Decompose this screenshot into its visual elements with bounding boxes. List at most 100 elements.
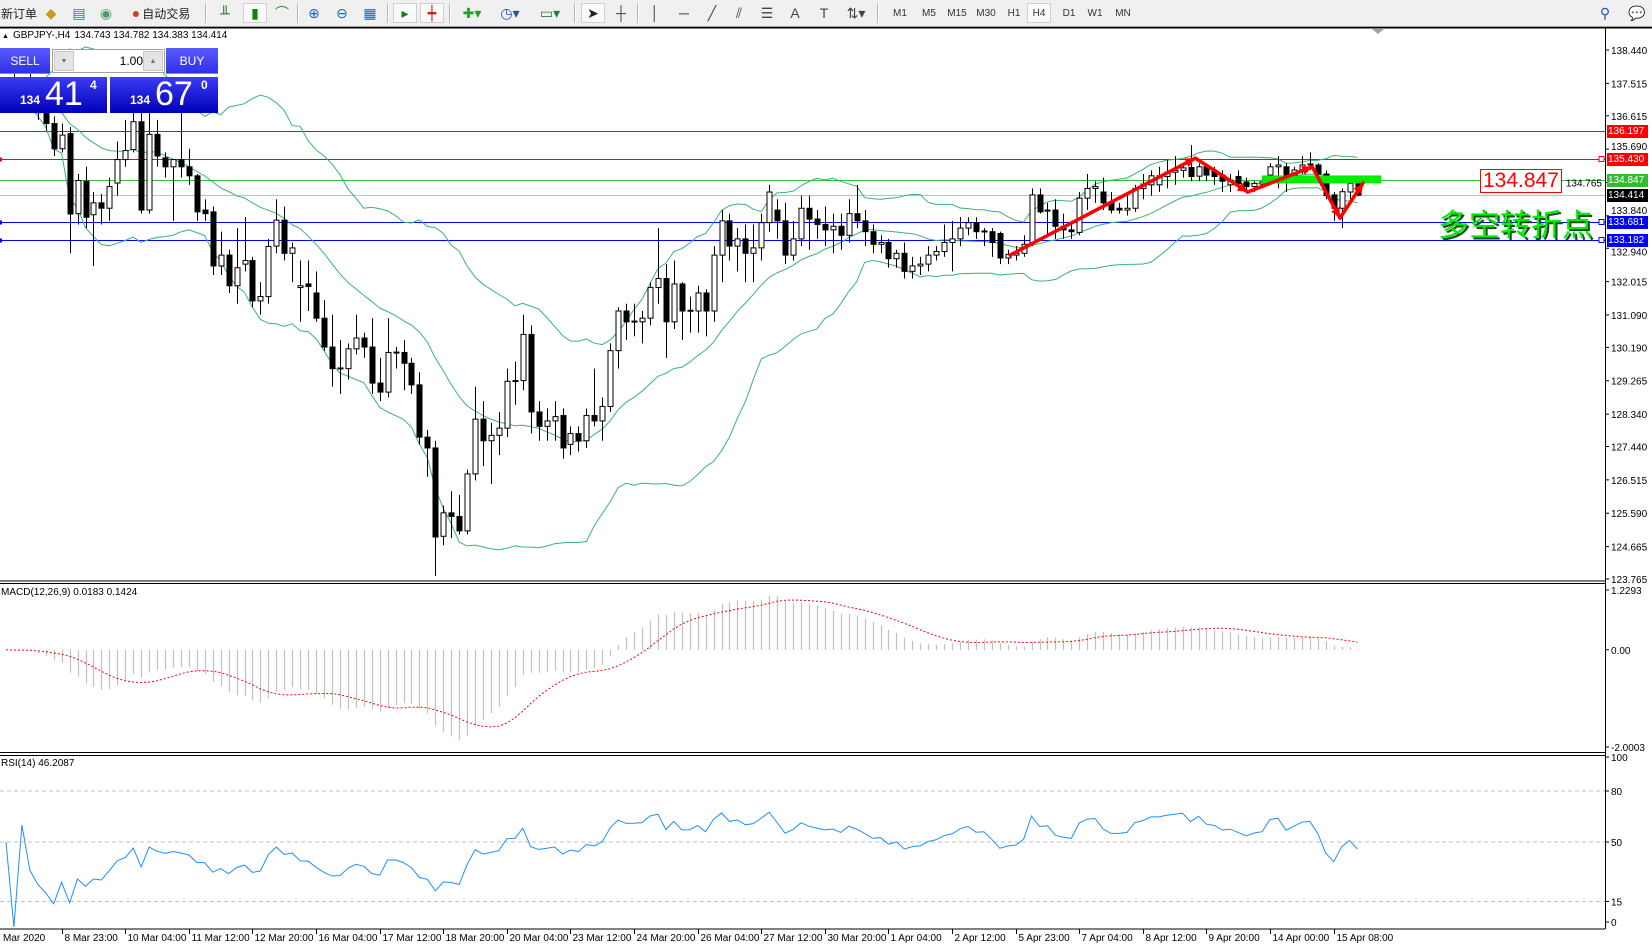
navigator-icon[interactable]: ◉ xyxy=(99,5,113,21)
candle-bull xyxy=(1044,209,1051,212)
crosshair-icon[interactable]: ┼ xyxy=(616,5,626,21)
candle-bull xyxy=(257,296,264,302)
candle-bull xyxy=(750,247,757,254)
candle-bull xyxy=(734,238,741,247)
support-resistance-zone xyxy=(1262,175,1382,184)
trendline-icon[interactable]: ╱ xyxy=(707,5,717,21)
sell-label: SELL xyxy=(10,53,40,68)
candle-bull xyxy=(766,191,773,224)
timeframe-m1[interactable]: M1 xyxy=(893,7,907,19)
candle-bear xyxy=(210,211,217,267)
horizontal-line-icon[interactable]: ─ xyxy=(679,5,689,21)
timeframe-m5[interactable]: M5 xyxy=(922,7,936,19)
text-icon[interactable]: A xyxy=(790,5,800,21)
candle-bull xyxy=(1029,194,1036,244)
time-tick-label: 10 Mar 04:00 xyxy=(128,933,187,944)
chart-shift-icon[interactable]: ┿ xyxy=(420,3,444,23)
auto-scroll-icon[interactable]: ▸ xyxy=(393,3,417,23)
candle-bull xyxy=(615,310,622,352)
candle-bear xyxy=(281,219,288,254)
candle-bear xyxy=(313,292,320,319)
price-tick-label: 126.515 xyxy=(1611,476,1648,487)
panel-separator[interactable] xyxy=(0,755,1605,756)
sell-price-box[interactable]: 134 41 4 xyxy=(0,75,107,113)
timeframe-m15[interactable]: M15 xyxy=(947,7,967,19)
search-icon[interactable]: ⚲ xyxy=(1599,5,1611,21)
candle-bull xyxy=(758,222,765,249)
candle-bull xyxy=(981,230,988,233)
equidistant-channel-icon[interactable]: ⫽ xyxy=(735,5,743,21)
buy-price-box[interactable]: 134 67 0 xyxy=(110,75,218,113)
candle-bear xyxy=(43,112,50,125)
candle-bull xyxy=(130,121,137,150)
candlestick-icon[interactable]: ▮ xyxy=(243,3,267,23)
cursor-icon[interactable]: ➤ xyxy=(581,3,605,23)
periods-icon[interactable]: ◷▾ xyxy=(500,5,520,21)
timeframe-m30[interactable]: M30 xyxy=(976,7,996,19)
zoom-in-icon[interactable]: ⊕ xyxy=(308,5,320,21)
level-label-136.197: 136.197 xyxy=(1607,125,1648,138)
text-label-icon[interactable]: T xyxy=(819,5,829,21)
macd-tick-label: -2.0003 xyxy=(1611,743,1645,754)
candle-bear xyxy=(424,436,431,449)
timeframe-mn[interactable]: MN xyxy=(1115,7,1131,19)
panel-separator[interactable] xyxy=(0,752,1605,753)
templates-icon[interactable]: ▭▾ xyxy=(539,5,561,21)
macd-signal-line xyxy=(5,599,1358,728)
fibonacci-icon[interactable]: ☰ xyxy=(760,5,774,21)
candle-bear xyxy=(591,415,598,422)
lot-increase-button[interactable]: ▲ xyxy=(143,51,163,71)
candle-bear xyxy=(806,207,813,220)
candle-bear xyxy=(432,447,439,538)
collapse-triangle-icon[interactable]: ▲ xyxy=(2,33,9,40)
tile-windows-icon[interactable]: ▦ xyxy=(363,5,377,21)
vertical-line-icon[interactable]: │ xyxy=(650,5,660,21)
arrows-icon[interactable]: ⇅▾ xyxy=(846,5,866,21)
candle-bull xyxy=(878,241,885,245)
lot-size-stepper[interactable]: ▼ ▲ xyxy=(52,49,165,73)
bar-chart-icon[interactable]: ╨ xyxy=(220,5,230,21)
candle-bull xyxy=(122,150,129,161)
indicators-icon[interactable]: ✚▾ xyxy=(462,5,482,21)
lot-decrease-button[interactable]: ▼ xyxy=(54,51,74,71)
candle-bear xyxy=(1235,176,1242,184)
candle-bull xyxy=(599,406,606,422)
data-window-icon[interactable]: ▤ xyxy=(72,5,86,21)
market-watch-icon[interactable]: ◆ xyxy=(45,5,57,21)
arrow-head xyxy=(1236,182,1248,193)
timeframe-w1[interactable]: W1 xyxy=(1087,7,1103,19)
line-chart-icon[interactable]: ⌒ xyxy=(275,5,289,21)
candle-bear xyxy=(377,382,384,393)
chart-shift-marker[interactable] xyxy=(1372,29,1384,34)
chat-icon[interactable]: 💬 xyxy=(1628,5,1646,21)
candle-bear xyxy=(178,159,185,168)
timeframe-d1[interactable]: D1 xyxy=(1062,7,1076,19)
lot-size-input[interactable] xyxy=(75,50,145,72)
arrow-head xyxy=(1331,206,1341,218)
candle-bear xyxy=(480,418,487,442)
level-handle xyxy=(1598,237,1605,243)
candle-bear xyxy=(448,512,455,517)
level-handle xyxy=(0,157,2,162)
candle-bear xyxy=(98,202,105,209)
candle-bull xyxy=(504,380,511,429)
toolbar-separator xyxy=(574,3,576,23)
timeframe-h1[interactable]: H1 xyxy=(1007,7,1021,19)
rsi-line xyxy=(5,811,1358,928)
buy-button[interactable]: BUY xyxy=(166,48,218,74)
new-order-button[interactable]: 新订单 xyxy=(0,3,38,23)
timeframe-h4[interactable]: H4 xyxy=(1027,3,1051,23)
auto-trading-button[interactable]: ● 自动交易 xyxy=(125,3,197,23)
candle-bull xyxy=(170,159,177,168)
sell-button[interactable]: SELL xyxy=(0,48,50,74)
time-tick-label: 1 Apr 04:00 xyxy=(891,933,943,944)
reversal-point-annotation[interactable]: 多空转折点 xyxy=(1438,208,1593,244)
candle-bull xyxy=(830,225,837,231)
level-handle xyxy=(1598,219,1605,225)
chart-top-border xyxy=(0,27,1652,29)
panel-separator[interactable] xyxy=(0,583,1605,584)
price-text-annotation[interactable]: 134.847 xyxy=(1480,169,1562,193)
zoom-out-icon[interactable]: ⊖ xyxy=(336,5,348,21)
panel-separator[interactable] xyxy=(0,580,1605,582)
